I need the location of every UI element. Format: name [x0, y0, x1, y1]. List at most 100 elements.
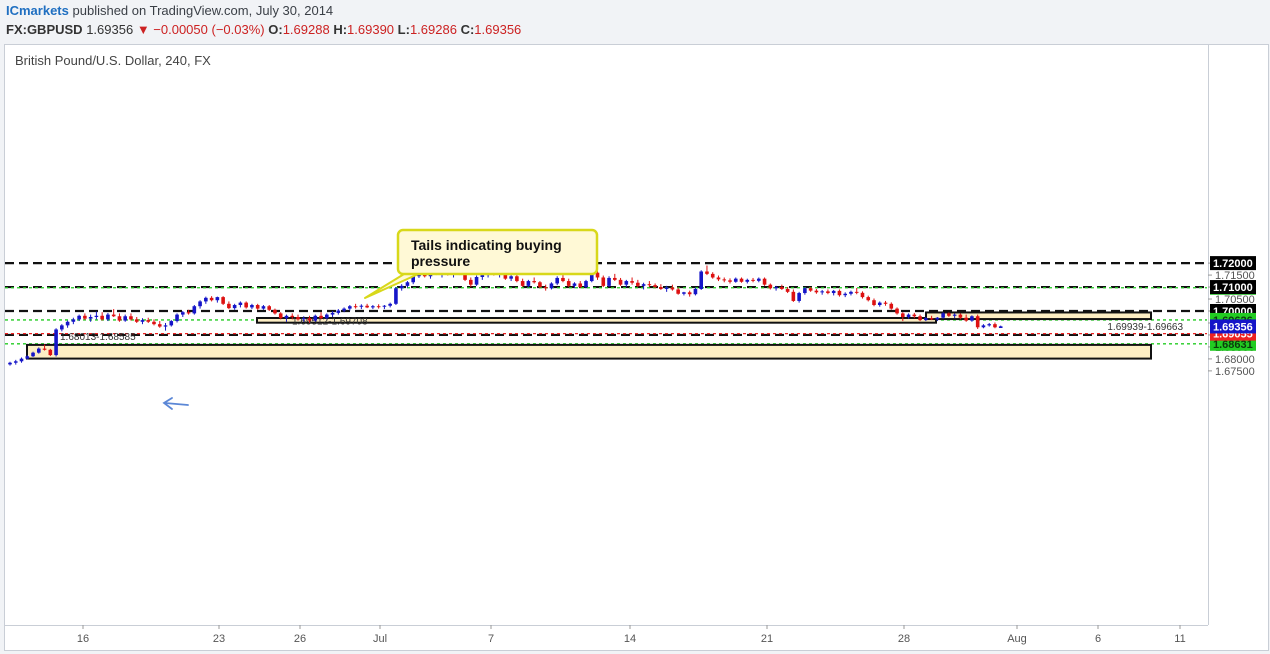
candle[interactable]: [88, 314, 93, 322]
candle[interactable]: [670, 284, 675, 291]
candle[interactable]: [152, 319, 156, 326]
candle[interactable]: [693, 287, 698, 296]
candle[interactable]: [238, 301, 243, 308]
candle[interactable]: [774, 285, 778, 291]
candle[interactable]: [129, 313, 133, 321]
candle[interactable]: [636, 279, 640, 288]
candle[interactable]: [572, 282, 577, 289]
candle[interactable]: [607, 276, 611, 288]
candle[interactable]: [8, 361, 12, 366]
candle[interactable]: [77, 314, 81, 322]
candle[interactable]: [618, 277, 623, 286]
candle[interactable]: [25, 355, 30, 360]
candle[interactable]: [54, 328, 58, 357]
candle[interactable]: [209, 296, 214, 302]
candle[interactable]: [382, 305, 387, 310]
candle[interactable]: [111, 309, 116, 317]
candle[interactable]: [284, 314, 289, 322]
candle[interactable]: [157, 321, 162, 328]
candle[interactable]: [175, 313, 179, 323]
candle[interactable]: [624, 279, 629, 288]
candle[interactable]: [371, 305, 375, 310]
candle[interactable]: [687, 290, 692, 297]
candle[interactable]: [993, 322, 997, 329]
candle[interactable]: [820, 289, 824, 295]
candle[interactable]: [998, 325, 1003, 329]
zone-rect-2[interactable]: [26, 343, 1152, 360]
candle[interactable]: [307, 315, 312, 323]
candle[interactable]: [134, 316, 139, 323]
candle[interactable]: [353, 303, 358, 309]
candle[interactable]: [901, 312, 905, 322]
candle[interactable]: [803, 287, 807, 295]
candle[interactable]: [296, 314, 300, 321]
candle[interactable]: [705, 265, 709, 276]
candle[interactable]: [94, 311, 99, 320]
candle[interactable]: [336, 309, 341, 315]
zone-rect-0[interactable]: [256, 316, 937, 324]
candle[interactable]: [376, 304, 381, 309]
candle[interactable]: [31, 351, 35, 357]
candle[interactable]: [866, 295, 871, 302]
candle[interactable]: [929, 315, 934, 321]
candle[interactable]: [952, 313, 957, 319]
candle[interactable]: [739, 277, 744, 283]
candle[interactable]: [601, 275, 606, 288]
candle[interactable]: [192, 305, 197, 315]
candle[interactable]: [261, 305, 266, 310]
candle[interactable]: [768, 283, 773, 290]
candle[interactable]: [538, 281, 542, 289]
candle[interactable]: [469, 277, 473, 288]
candle[interactable]: [912, 312, 917, 319]
candle[interactable]: [566, 278, 571, 288]
candle[interactable]: [924, 316, 928, 322]
candle[interactable]: [958, 313, 963, 320]
candle[interactable]: [918, 314, 922, 322]
candle[interactable]: [947, 312, 951, 317]
candle[interactable]: [146, 317, 151, 323]
candle[interactable]: [399, 284, 404, 291]
candle[interactable]: [733, 277, 738, 283]
candle[interactable]: [244, 301, 248, 309]
candle[interactable]: [849, 290, 853, 296]
candle[interactable]: [42, 344, 47, 351]
candle[interactable]: [895, 307, 899, 315]
candle[interactable]: [232, 303, 237, 310]
candle[interactable]: [613, 273, 617, 282]
candle[interactable]: [290, 313, 295, 320]
candle[interactable]: [204, 296, 208, 304]
candle[interactable]: [987, 322, 991, 327]
candle[interactable]: [699, 270, 703, 290]
candle[interactable]: [751, 277, 755, 283]
candle[interactable]: [186, 309, 191, 315]
candle[interactable]: [808, 287, 813, 292]
candle[interactable]: [526, 279, 531, 288]
candle[interactable]: [791, 289, 796, 302]
candle[interactable]: [319, 312, 323, 320]
candle[interactable]: [757, 277, 761, 283]
candle[interactable]: [860, 291, 865, 299]
candle[interactable]: [722, 277, 727, 283]
candle[interactable]: [762, 277, 767, 286]
candle[interactable]: [71, 317, 76, 325]
candle[interactable]: [595, 270, 600, 280]
candle[interactable]: [106, 312, 110, 322]
candle[interactable]: [48, 348, 53, 357]
candle[interactable]: [664, 285, 669, 292]
candle[interactable]: [169, 320, 174, 327]
candle[interactable]: [394, 287, 398, 306]
candle[interactable]: [716, 275, 721, 282]
candle[interactable]: [555, 276, 559, 286]
candle[interactable]: [515, 273, 519, 283]
candle[interactable]: [935, 316, 940, 322]
candle[interactable]: [831, 289, 836, 296]
candle[interactable]: [877, 301, 882, 307]
candle[interactable]: [889, 302, 894, 310]
candle[interactable]: [221, 296, 225, 306]
candle[interactable]: [837, 289, 842, 297]
candle[interactable]: [745, 278, 750, 284]
candle[interactable]: [313, 314, 318, 322]
candle[interactable]: [198, 300, 202, 309]
candle[interactable]: [549, 282, 554, 290]
